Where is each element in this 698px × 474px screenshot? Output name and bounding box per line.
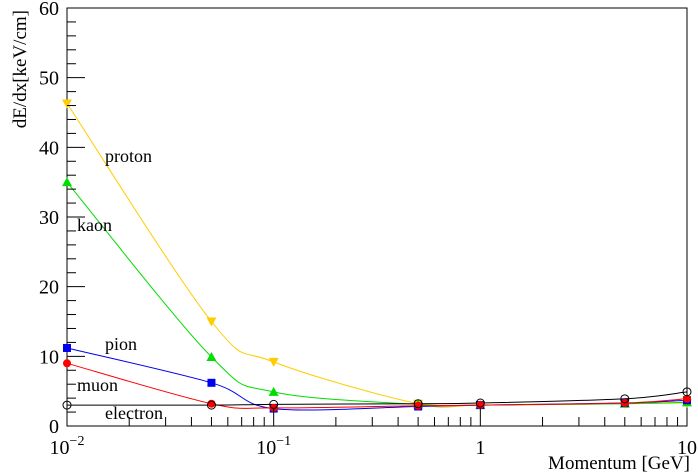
series-line-kaon xyxy=(66,181,688,407)
y-tick-label: 50 xyxy=(39,68,59,90)
series-label-pion: pion xyxy=(105,334,137,354)
series-line-pion xyxy=(66,347,688,411)
series-line-muon xyxy=(66,362,688,409)
plot-frame xyxy=(66,7,688,427)
data-point-electron xyxy=(475,398,485,408)
data-point-kaon xyxy=(62,177,72,187)
series-label-kaon: kaon xyxy=(77,215,112,235)
axes: 0 10 20 30 40 50 60 10−2 10−1 1 10 xyxy=(39,0,697,459)
x-tick-label: 1 xyxy=(475,437,485,459)
series-line-proton xyxy=(66,103,688,408)
y-tick-label: 10 xyxy=(39,346,59,368)
data-point-electron xyxy=(413,399,423,409)
series-label-proton: proton xyxy=(105,146,152,166)
x-axis-title: Momentum [GeV] xyxy=(548,453,690,474)
y-tick-label: 60 xyxy=(39,0,59,20)
series-labels: proton kaon pion muon electron xyxy=(77,146,163,423)
data-point-electron xyxy=(206,400,216,410)
series-label-electron: electron xyxy=(105,403,163,423)
data-point-proton xyxy=(268,357,279,367)
data-point-pion xyxy=(207,378,216,387)
data-point-electron xyxy=(620,394,630,404)
y-tick-label: 40 xyxy=(39,137,59,159)
data-point-kaon xyxy=(206,352,217,362)
data-point-electron xyxy=(682,387,692,397)
x-tick-label: 10 xyxy=(677,437,697,459)
data-point-proton xyxy=(206,317,217,327)
series-markers xyxy=(62,99,692,413)
data-point-pion xyxy=(63,343,71,352)
data-point-proton xyxy=(62,99,72,109)
data-point-muon xyxy=(63,359,71,368)
data-point-muon xyxy=(269,403,278,412)
y-tick-label: 20 xyxy=(39,277,59,299)
x-tick-label: 10−1 xyxy=(256,434,291,459)
series-line-electron xyxy=(66,391,688,406)
data-point-muon xyxy=(683,394,691,403)
y-axis-title: dE/dx[keV/cm] xyxy=(10,10,31,128)
y-tick-label: 0 xyxy=(49,416,59,438)
data-point-kaon xyxy=(268,386,279,396)
series-curves xyxy=(66,103,688,411)
data-point-muon xyxy=(414,401,423,410)
y-tick-label: 30 xyxy=(39,207,59,229)
x-tick-label: 10−2 xyxy=(50,434,85,459)
series-label-muon: muon xyxy=(77,375,118,395)
data-point-muon xyxy=(476,401,485,410)
